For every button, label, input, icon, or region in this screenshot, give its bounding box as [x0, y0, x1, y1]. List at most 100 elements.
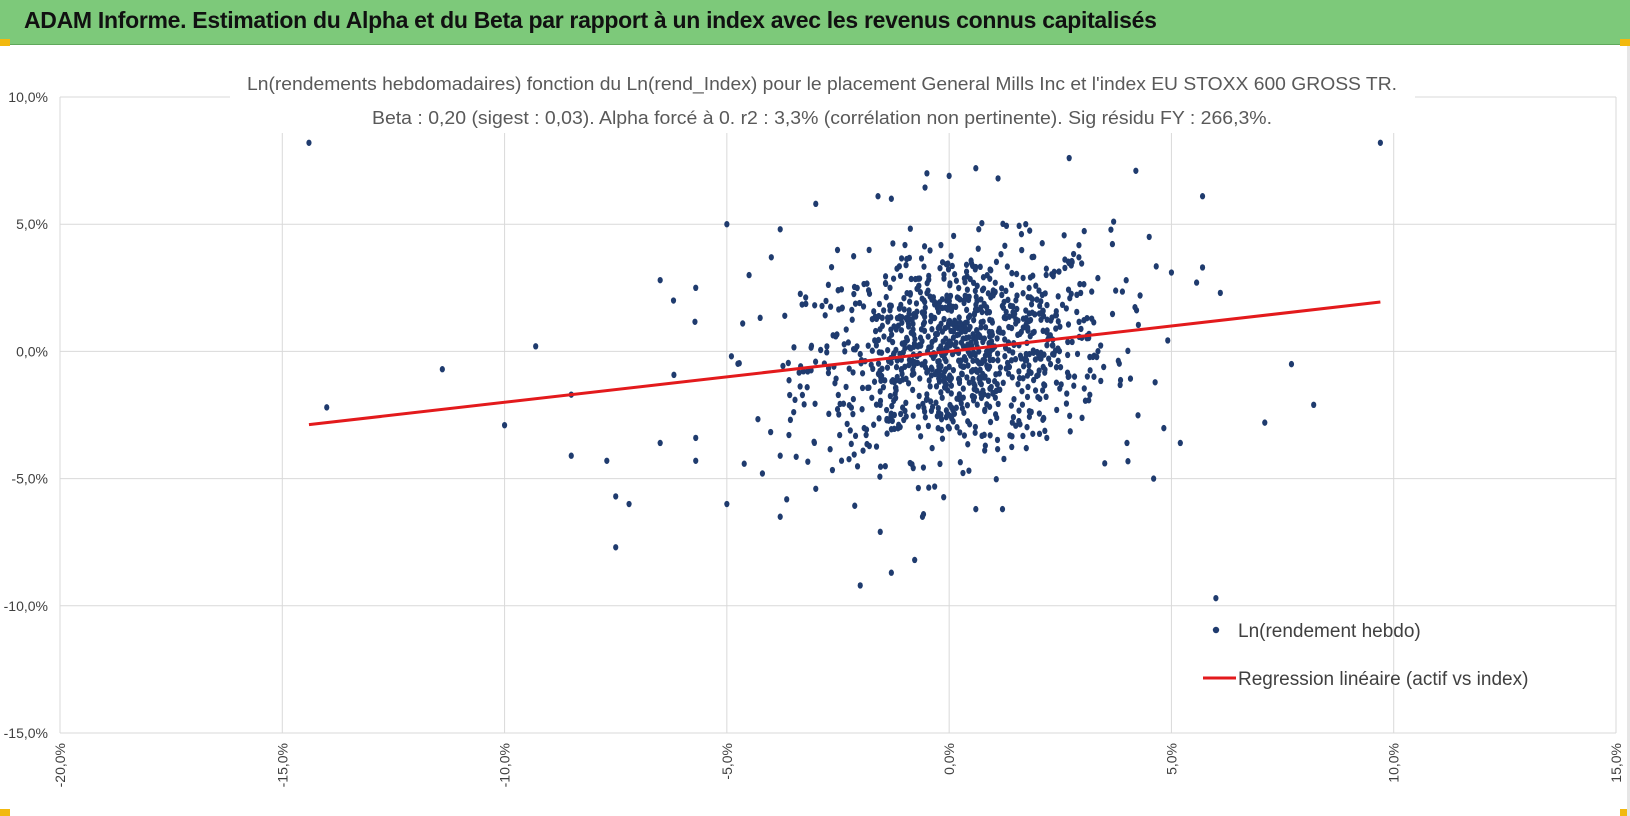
scatter-point — [967, 275, 973, 283]
scatter-point — [746, 271, 752, 279]
scatter-point — [978, 319, 984, 326]
scatter-point — [957, 319, 963, 327]
scatter-point — [852, 432, 859, 440]
scatter-point — [693, 284, 699, 291]
scatter-point — [970, 397, 977, 404]
scatter-point — [967, 312, 973, 319]
scatter-point — [1091, 373, 1097, 380]
scatter-point — [859, 406, 865, 413]
scatter-point — [903, 413, 909, 420]
scatter-point — [985, 392, 991, 399]
scatter-point — [1062, 256, 1068, 263]
scatter-point — [897, 272, 904, 280]
scatter-point — [932, 483, 938, 490]
scatter-point — [1146, 233, 1152, 241]
scatter-point — [938, 389, 944, 396]
scatter-point — [954, 294, 960, 301]
x-tick-label: -5,0% — [719, 743, 735, 780]
scatter-point — [887, 392, 893, 400]
scatter-point — [901, 294, 907, 302]
scatter-point — [917, 289, 923, 296]
scatter-point — [896, 305, 902, 312]
scatter-point — [960, 469, 966, 477]
y-tick-label: -15,0% — [4, 725, 48, 741]
scatter-point — [1071, 250, 1077, 258]
scatter-point — [941, 378, 948, 386]
scatter-point — [906, 310, 912, 318]
scatter-point — [1151, 475, 1157, 482]
scatter-point — [1004, 263, 1010, 270]
scatter-point — [922, 414, 928, 421]
scatter-point — [939, 394, 945, 401]
scatter-point — [1055, 293, 1061, 300]
scatter-point — [1213, 594, 1219, 602]
scatter-point — [657, 276, 663, 284]
scatter-point — [910, 464, 916, 472]
scatter-point — [970, 375, 976, 383]
scatter-point — [1032, 356, 1038, 363]
scatter-point — [1102, 460, 1108, 467]
scatter-point — [1016, 374, 1023, 382]
scatter-point — [920, 464, 927, 471]
scatter-point — [966, 467, 972, 474]
scatter-point — [1010, 349, 1016, 356]
scatter-point — [877, 367, 883, 375]
scatter-point — [908, 345, 914, 352]
scatter-point — [1009, 374, 1015, 381]
scatter-point — [1153, 263, 1159, 270]
scatter-point — [1043, 393, 1049, 401]
scatter-point — [791, 408, 797, 416]
scatter-point — [995, 175, 1001, 182]
scatter-point — [995, 400, 1001, 408]
scatter-point — [863, 431, 869, 439]
scatter-point — [1016, 407, 1022, 414]
scatter-point — [1042, 427, 1048, 435]
scatter-point — [947, 280, 953, 287]
scatter-point — [919, 295, 925, 302]
scatter-point — [784, 496, 790, 503]
scatter-point — [968, 260, 975, 267]
scatter-point — [808, 342, 815, 350]
scatter-point — [859, 370, 866, 377]
scatter-point — [851, 451, 857, 458]
scatter-point — [950, 407, 956, 414]
scatter-point — [949, 262, 955, 270]
scatter-point — [995, 350, 1001, 357]
scatter-point — [693, 457, 699, 464]
scatter-point — [962, 278, 968, 286]
scatter-point — [953, 303, 959, 311]
scatter-point — [791, 344, 797, 351]
scatter-point — [912, 359, 918, 366]
scatter-point — [1063, 400, 1070, 407]
scatter-point — [1031, 376, 1037, 384]
scatter-point — [982, 352, 988, 359]
scatter-point — [865, 342, 871, 349]
scatter-point — [922, 313, 928, 321]
scatter-point — [984, 362, 990, 369]
scatter-point — [994, 335, 1000, 342]
scatter-point — [876, 415, 882, 422]
scatter-point — [1135, 321, 1141, 329]
scatter-point — [1117, 376, 1124, 384]
scatter-point — [888, 195, 894, 202]
scatter-point — [1001, 298, 1007, 306]
scatter-point — [981, 431, 987, 439]
scatter-point — [826, 410, 832, 418]
scatter-point — [894, 314, 901, 322]
scatter-point — [967, 323, 973, 331]
scatter-point — [965, 362, 971, 369]
scatter-point — [1015, 331, 1021, 339]
scatter-point — [1035, 393, 1041, 401]
scatter-point — [1014, 305, 1020, 313]
scatter-point — [943, 357, 949, 365]
scatter-point — [1027, 274, 1034, 281]
scatter-point — [884, 415, 890, 423]
scatter-point — [1013, 297, 1019, 304]
scatter-point — [877, 401, 883, 409]
scatter-point — [1008, 402, 1014, 409]
scatter-point — [902, 241, 908, 249]
scatter-point — [970, 331, 976, 338]
scatter-point — [925, 422, 931, 430]
scatter-point — [963, 261, 970, 268]
scatter-point — [1066, 154, 1072, 162]
